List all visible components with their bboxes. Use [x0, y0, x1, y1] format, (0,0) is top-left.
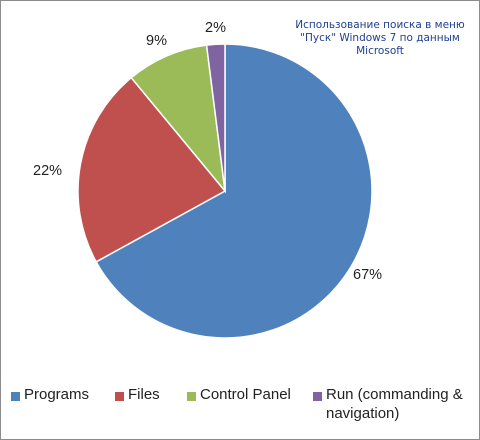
legend-swatch-programs: [11, 392, 20, 401]
data-label-programs: 67%: [353, 267, 382, 283]
legend-swatch-files: [115, 392, 124, 401]
chart-annotation: Использование поиска в меню "Пуск" Windo…: [285, 19, 475, 58]
legend-item-programs: Programs: [11, 385, 89, 404]
legend-label-run-commanding-navigation-line-2: navigation): [326, 405, 400, 422]
annotation-line-3: Microsoft: [356, 45, 404, 57]
legend-swatch-run-commanding-navigation: [313, 392, 322, 401]
annotation-line-2: "Пуск" Windows 7 по данным: [300, 32, 460, 44]
legend-label-programs: Programs: [24, 386, 90, 403]
legend-swatch-control-panel: [187, 392, 196, 401]
pie-slice-files: [77, 76, 227, 263]
annotation-line-1: Использование поиска в меню: [295, 19, 465, 31]
pie-slice-programs: [95, 43, 373, 339]
legend-label-files: Files: [128, 386, 160, 403]
legend-label-control-panel: Control Panel: [200, 386, 291, 403]
data-label-run-commanding-navigation: 2%: [205, 20, 226, 36]
legend-item-files: Files: [115, 385, 160, 404]
pie-chart: 67% 22% 9% 2%: [33, 20, 382, 339]
legend-label-run-commanding-navigation-line-1: Run (commanding &: [326, 386, 463, 403]
legend-item-control-panel: Control Panel: [187, 385, 291, 404]
data-label-files: 22%: [33, 163, 62, 179]
pie-slice-control-panel: [130, 44, 227, 194]
legend-item-run-commanding-navigation: Run (commanding & navigation): [313, 385, 463, 423]
pie-slice-run-commanding-navigation: [205, 43, 226, 192]
data-label-control-panel: 9%: [146, 33, 167, 49]
